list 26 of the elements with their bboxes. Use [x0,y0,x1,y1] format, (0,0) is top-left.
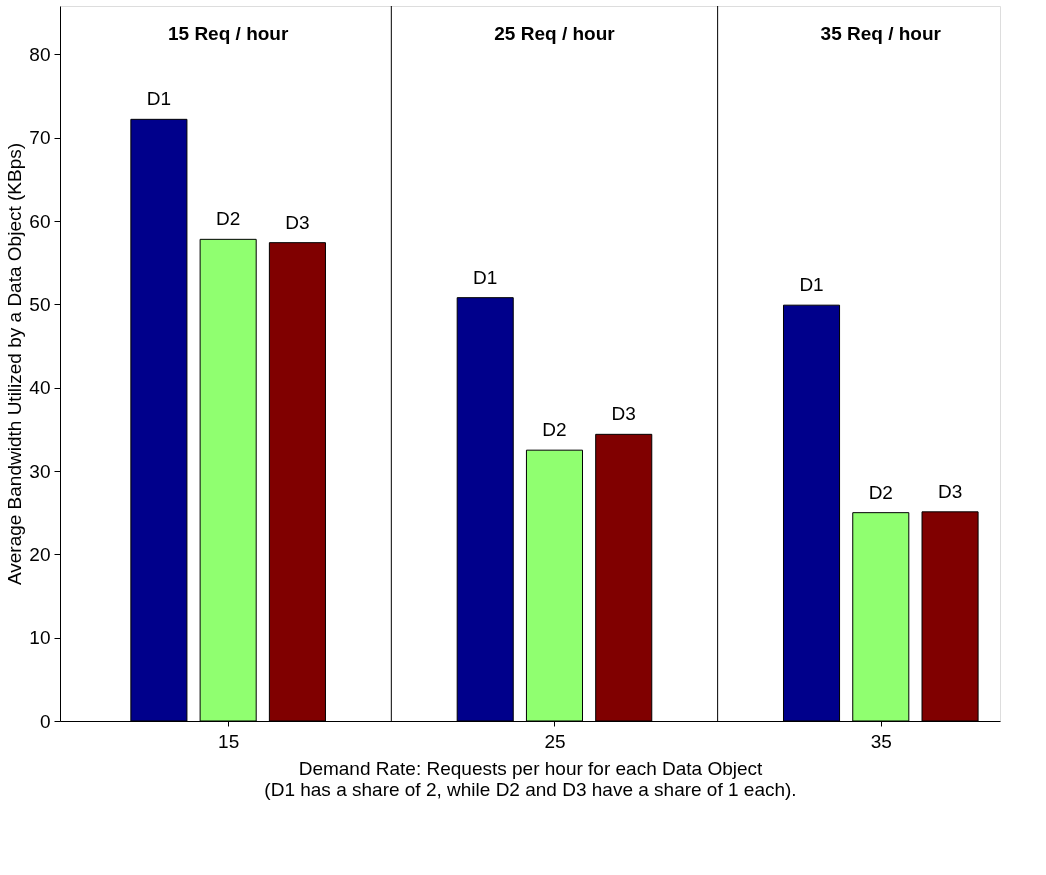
series-label: D2 [868,481,893,503]
y-axis-title: Average Bandwidth Utilized by a Data Object (KBps) [4,142,26,586]
text: D2 [542,419,567,441]
y-tick-label: 20 [29,543,51,565]
series-label: D3 [285,211,310,233]
text: D3 [937,480,963,502]
y-tick-label: 40 [29,377,51,399]
text: D1 [473,266,498,288]
x-tick-label: 25 [544,730,566,752]
text: D1 [799,274,824,296]
y-tick-label: 30 [29,460,51,482]
y-tick-label: 50 [29,293,51,315]
y-tick-label: 0 [39,710,51,732]
annotation: 25 Req / hour [494,23,616,44]
annotation: 35 Req / hour [820,23,942,44]
x-tick-label: 35 [870,730,892,752]
x-tick-label: 15 [218,730,240,752]
text: D3 [611,403,636,425]
y-tick-label: 10 [29,627,51,649]
series-label: D1 [146,88,172,110]
annotation: 15 Req / hour [167,23,289,44]
y-tick-label: 60 [29,210,51,232]
x-axis-title: Demand Rate: Requests per hour for each Data Object (D1 has a share of 2, while D2 and D3 have a share of 1 each). [264,757,797,800]
y-tick-label: 70 [29,127,51,149]
text: D2 [216,208,241,230]
y-tick-label: 80 [29,43,51,65]
